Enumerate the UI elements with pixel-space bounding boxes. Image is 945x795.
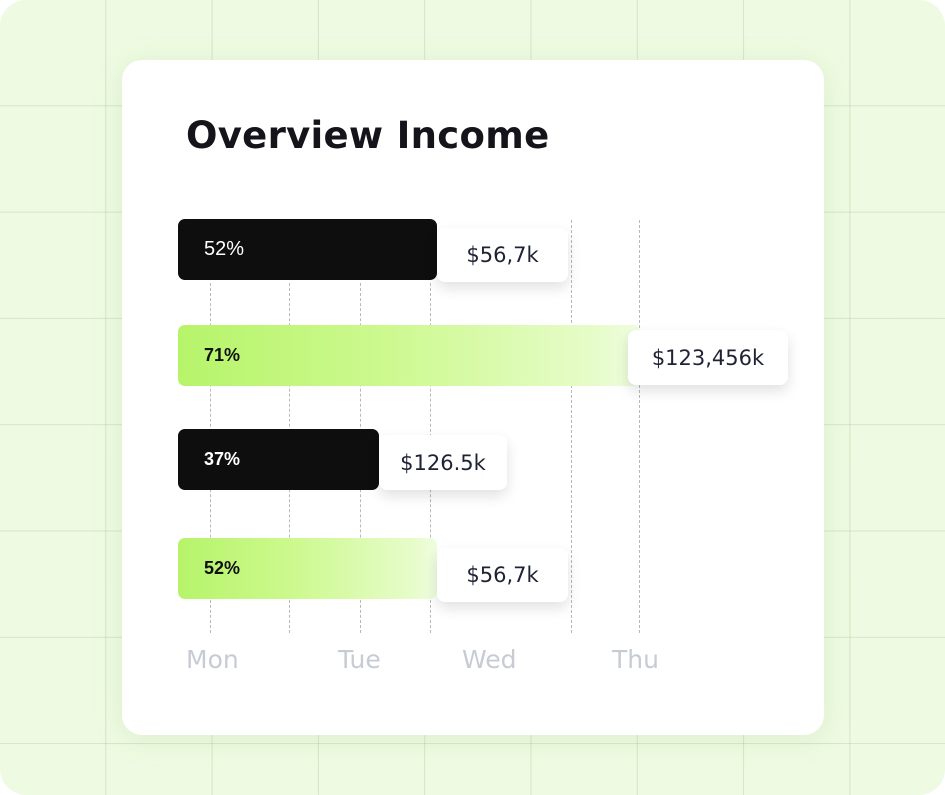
bar: 52% (178, 538, 437, 599)
chart-title: Overview Income (186, 114, 550, 157)
chart-card (122, 60, 824, 735)
gridline (639, 220, 640, 633)
x-tick-label: Tue (338, 645, 381, 674)
gridline (571, 220, 572, 633)
bar-percent-label: 52% (204, 558, 241, 578)
bar-value-label: $56,7k (437, 228, 568, 282)
x-tick-label: Wed (462, 645, 517, 674)
bar-value-label: $56,7k (437, 548, 568, 602)
bar: 37% (178, 429, 379, 490)
bar: 71% (178, 325, 640, 386)
bar-value-label: $126.5k (379, 435, 507, 490)
bar-percent-label: 52% (204, 238, 245, 260)
x-tick-label: Thu (612, 645, 659, 674)
x-tick-label: Mon (186, 645, 239, 674)
bar-value-label: $123,456k (628, 330, 788, 385)
bar: 52% (178, 219, 437, 280)
bar-percent-label: 37% (204, 449, 241, 469)
bar-percent-label: 71% (204, 345, 241, 365)
